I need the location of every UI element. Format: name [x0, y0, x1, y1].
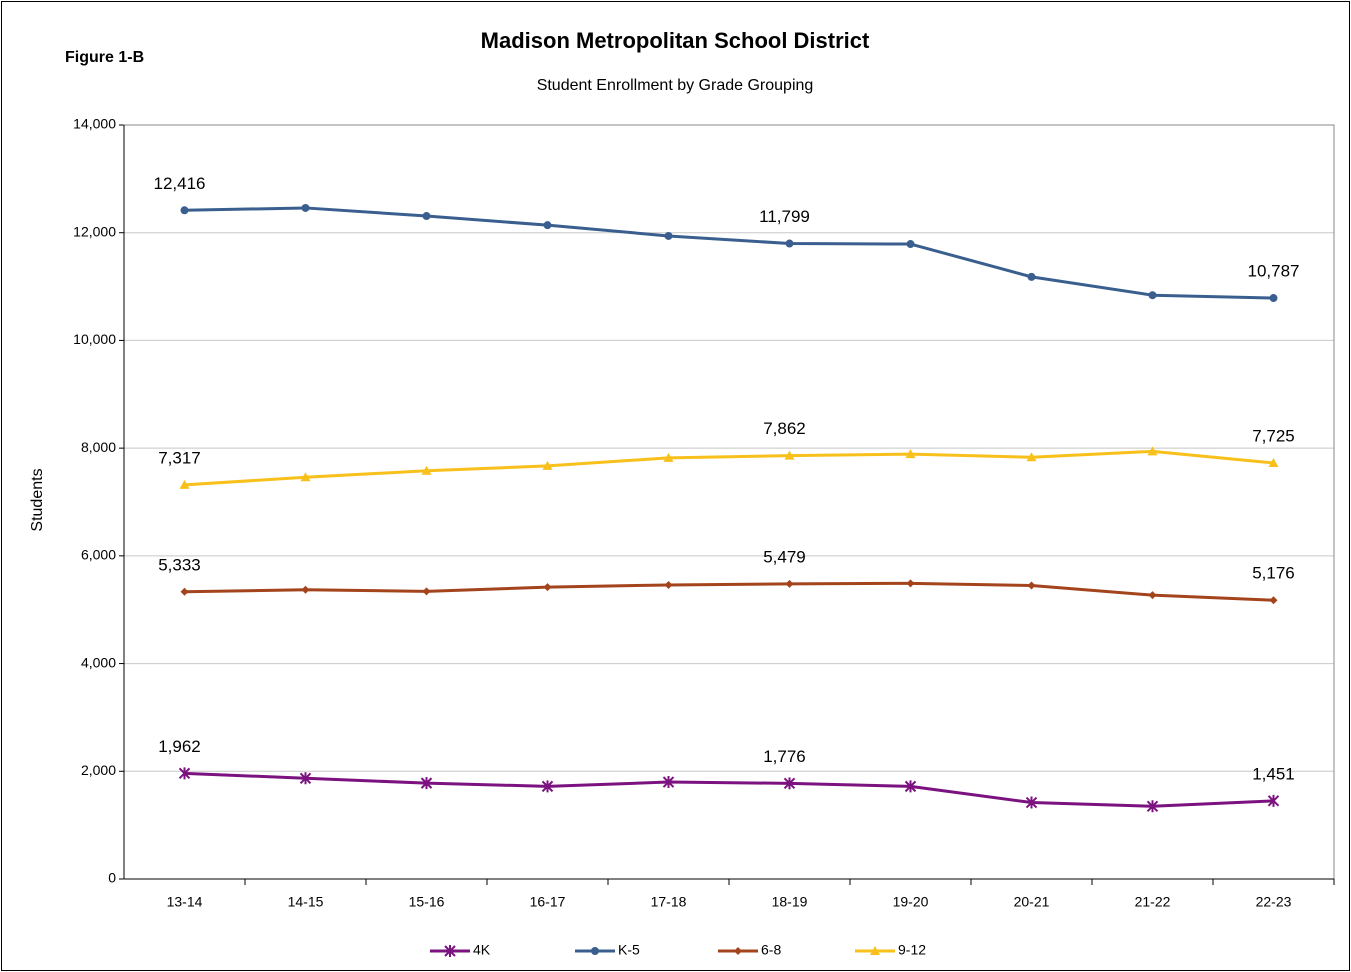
- data-point: [178, 767, 191, 780]
- data-label: 7,862: [763, 419, 806, 438]
- y-tick-label: 10,000: [73, 331, 116, 347]
- data-point: [1268, 457, 1279, 467]
- data-point: [784, 450, 795, 460]
- data-point: [543, 221, 552, 230]
- data-label: 5,479: [763, 547, 806, 566]
- data-label: 11,799: [759, 207, 810, 226]
- y-axis-label: Students: [29, 468, 46, 531]
- data-point: [905, 449, 916, 459]
- y-tick-label: 14,000: [73, 116, 116, 132]
- series-line: [184, 449, 1274, 487]
- data-label: 1,451: [1252, 764, 1295, 783]
- series-line: [184, 771, 1274, 808]
- data-point: [422, 212, 431, 221]
- series-line: [184, 581, 1274, 602]
- x-tick-label: 13-14: [167, 894, 203, 910]
- legend-marker: [444, 945, 456, 957]
- legend-marker: [870, 946, 880, 955]
- y-tick-label: 8,000: [81, 439, 116, 455]
- data-point: [179, 479, 190, 489]
- y-tick-label: 0: [108, 870, 116, 886]
- data-point: [1025, 796, 1038, 809]
- data-label: 12,416: [154, 174, 206, 193]
- data-point: [1267, 794, 1280, 807]
- data-point: [783, 777, 796, 790]
- data-point: [785, 579, 794, 588]
- data-point: [180, 587, 189, 596]
- data-point: [180, 206, 189, 215]
- data-point: [663, 452, 674, 462]
- series-line: [184, 206, 1274, 300]
- x-tick-label: 19-20: [893, 894, 929, 910]
- data-point: [300, 472, 311, 482]
- chart-subtitle: Student Enrollment by Grade Grouping: [537, 77, 814, 94]
- data-point: [662, 776, 675, 789]
- legend-label: 6-8: [761, 942, 781, 958]
- data-point: [664, 580, 673, 589]
- data-point: [1027, 581, 1036, 590]
- legend-label: 4K: [473, 942, 491, 958]
- data-point: [542, 460, 553, 470]
- data-point: [422, 587, 431, 596]
- chart-title: Madison Metropolitan School District: [481, 28, 870, 53]
- data-point: [906, 240, 915, 249]
- legend-marker: [591, 947, 599, 955]
- data-point: [420, 777, 433, 790]
- data-point: [543, 583, 552, 592]
- data-point: [541, 780, 554, 793]
- data-label: 10,787: [1248, 262, 1300, 281]
- data-point: [1269, 294, 1278, 303]
- data-point: [1147, 446, 1158, 456]
- data-label: 1,776: [763, 747, 806, 766]
- data-point: [785, 239, 794, 248]
- data-label: 5,176: [1252, 564, 1295, 583]
- data-point: [301, 203, 310, 212]
- data-point: [1146, 800, 1159, 813]
- data-point: [664, 231, 673, 240]
- legend-marker: [734, 947, 742, 955]
- data-point: [904, 780, 917, 793]
- y-tick-label: 6,000: [81, 547, 116, 563]
- data-point: [301, 585, 310, 594]
- data-point: [1026, 452, 1037, 462]
- legend-label: 9-12: [898, 942, 926, 958]
- data-point: [1148, 291, 1157, 300]
- x-tick-label: 17-18: [651, 894, 687, 910]
- x-tick-label: 14-15: [288, 894, 324, 910]
- x-tick-label: 16-17: [530, 894, 566, 910]
- x-tick-label: 20-21: [1014, 894, 1050, 910]
- data-label: 7,725: [1252, 426, 1295, 445]
- y-tick-label: 12,000: [73, 223, 116, 239]
- x-tick-label: 21-22: [1135, 894, 1171, 910]
- data-label: 7,317: [158, 448, 201, 467]
- x-tick-label: 18-19: [772, 894, 808, 910]
- data-point: [299, 772, 312, 785]
- data-point: [1027, 272, 1036, 281]
- legend-label: K-5: [618, 942, 640, 958]
- data-point: [421, 465, 432, 475]
- data-label: 1,962: [158, 737, 201, 756]
- data-point: [1269, 596, 1278, 605]
- x-tick-label: 22-23: [1256, 894, 1292, 910]
- figure-label: Figure 1-B: [65, 49, 144, 66]
- data-point: [1148, 591, 1157, 600]
- data-label: 5,333: [158, 555, 201, 574]
- x-tick-label: 15-16: [409, 894, 445, 910]
- y-tick-label: 2,000: [81, 762, 116, 778]
- data-point: [906, 579, 915, 588]
- y-tick-label: 4,000: [81, 654, 116, 670]
